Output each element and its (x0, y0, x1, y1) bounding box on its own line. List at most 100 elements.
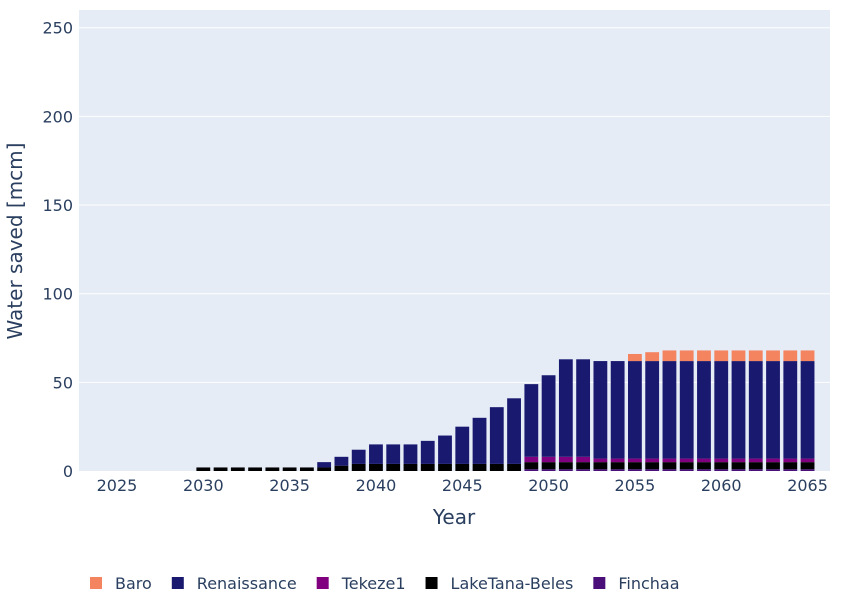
bar-segment-laketana-beles (662, 462, 677, 470)
bar-segment-renaissance (489, 407, 504, 464)
y-tick-label: 200 (42, 107, 73, 126)
bar-segment-renaissance (438, 435, 452, 464)
bar-segment-renaissance (731, 361, 746, 459)
y-tick-label: 100 (42, 285, 73, 304)
bar-segment-laketana-beles (299, 467, 314, 471)
bar-segment-laketana-beles (576, 462, 591, 470)
bar-segment-renaissance (783, 361, 798, 459)
bar-segment-finchaa (748, 469, 763, 471)
bar-segment-tekeze1 (645, 458, 660, 463)
bar-segment-renaissance (369, 444, 383, 464)
bar-segment-renaissance (748, 361, 763, 459)
bar-segment-laketana-beles (507, 463, 521, 471)
legend-swatch (425, 577, 438, 589)
bar-segment-finchaa (731, 469, 746, 471)
bar-segment-renaissance (472, 417, 487, 464)
y-tick-label: 250 (42, 19, 73, 38)
bar-segment-tekeze1 (558, 456, 573, 463)
bar-segment-finchaa (593, 469, 608, 471)
bar-segment-tekeze1 (748, 458, 763, 463)
legend-label: Tekeze1 (341, 574, 406, 593)
bar-segment-finchaa (610, 469, 625, 471)
bar-segment-laketana-beles (697, 462, 711, 470)
bar-segment-renaissance (317, 462, 332, 468)
bar-segment-tekeze1 (783, 458, 798, 463)
legend-swatch (593, 577, 606, 589)
bar-segment-laketana-beles (196, 467, 211, 471)
bar-segment-laketana-beles (800, 462, 815, 470)
bar-segment-laketana-beles (334, 465, 349, 471)
bar-segment-renaissance (800, 361, 815, 459)
bars-layer (196, 350, 815, 471)
bar-segment-renaissance (645, 361, 660, 459)
bar-segment-laketana-beles (438, 463, 452, 471)
bar-segment-renaissance (576, 359, 591, 457)
bar-segment-baro (783, 350, 798, 362)
x-tick-label: 2030 (183, 476, 224, 495)
bar-segment-baro (748, 350, 763, 362)
bar-segment-renaissance (714, 361, 729, 459)
bar-segment-tekeze1 (628, 458, 642, 463)
y-axis-title: Water saved [mcm] (3, 143, 27, 340)
bar-segment-tekeze1 (714, 458, 729, 463)
bar-segment-renaissance (334, 456, 349, 466)
bar-segment-tekeze1 (524, 456, 539, 463)
bar-segment-laketana-beles (351, 463, 366, 471)
bar-segment-laketana-beles (645, 462, 660, 470)
bar-segment-renaissance (766, 361, 780, 459)
y-tick-label: 50 (53, 373, 73, 392)
y-tick-label: 150 (42, 196, 73, 215)
x-tick-label: 2055 (615, 476, 656, 495)
bar-segment-baro (766, 350, 780, 362)
bar-segment-renaissance (403, 444, 418, 464)
x-tick-label: 2035 (269, 476, 310, 495)
bar-segment-tekeze1 (610, 458, 625, 463)
bar-segment-laketana-beles (731, 462, 746, 470)
bar-segment-renaissance (541, 375, 556, 457)
bar-segment-tekeze1 (662, 458, 677, 463)
bar-segment-tekeze1 (731, 458, 746, 463)
bar-segment-laketana-beles (369, 463, 383, 471)
y-tick-label: 0 (63, 462, 73, 481)
x-tick-label: 2060 (701, 476, 742, 495)
bar-segment-baro (679, 350, 694, 362)
bar-segment-laketana-beles (628, 462, 642, 470)
bar-segment-laketana-beles (766, 462, 780, 470)
bar-segment-laketana-beles (593, 462, 608, 470)
bar-segment-renaissance (662, 361, 677, 459)
bar-segment-baro (645, 352, 660, 362)
bar-segment-baro (697, 350, 711, 362)
bar-segment-laketana-beles (783, 462, 798, 470)
bar-segment-finchaa (800, 469, 815, 471)
bar-segment-tekeze1 (679, 458, 694, 463)
bar-segment-finchaa (766, 469, 780, 471)
bar-segment-laketana-beles (524, 462, 539, 470)
x-tick-label: 2025 (97, 476, 138, 495)
bar-segment-laketana-beles (558, 462, 573, 470)
legend: Baro Renaissance Tekeze1 LakeTana-Beles Finc… (90, 574, 680, 593)
legend-swatch (316, 577, 329, 589)
bar-segment-laketana-beles (230, 467, 245, 471)
bar-segment-tekeze1 (800, 458, 815, 463)
bar-segment-renaissance (524, 384, 539, 457)
bar-segment-renaissance (386, 444, 401, 464)
bar-segment-laketana-beles (455, 463, 470, 471)
bar-segment-baro (714, 350, 729, 362)
legend-swatch (171, 577, 184, 589)
bar-segment-laketana-beles (248, 467, 263, 471)
bar-segment-finchaa (558, 469, 573, 471)
bar-segment-laketana-beles (679, 462, 694, 470)
bar-segment-finchaa (783, 469, 798, 471)
bar-segment-baro (662, 350, 677, 362)
bar-segment-tekeze1 (576, 456, 591, 463)
y-axis-ticks: 0 50 100 150 200 250 (42, 19, 73, 481)
legend-label: Renaissance (197, 574, 297, 593)
bar-segment-baro (731, 350, 746, 362)
bar-segment-baro (800, 350, 815, 362)
bar-segment-finchaa (714, 469, 729, 471)
x-axis-ticks: 2025 2030 2035 2040 2045 2050 2055 2060 2065 (97, 476, 828, 495)
bar-segment-laketana-beles (213, 467, 228, 471)
bar-segment-laketana-beles (386, 463, 401, 471)
bar-segment-renaissance (697, 361, 711, 459)
